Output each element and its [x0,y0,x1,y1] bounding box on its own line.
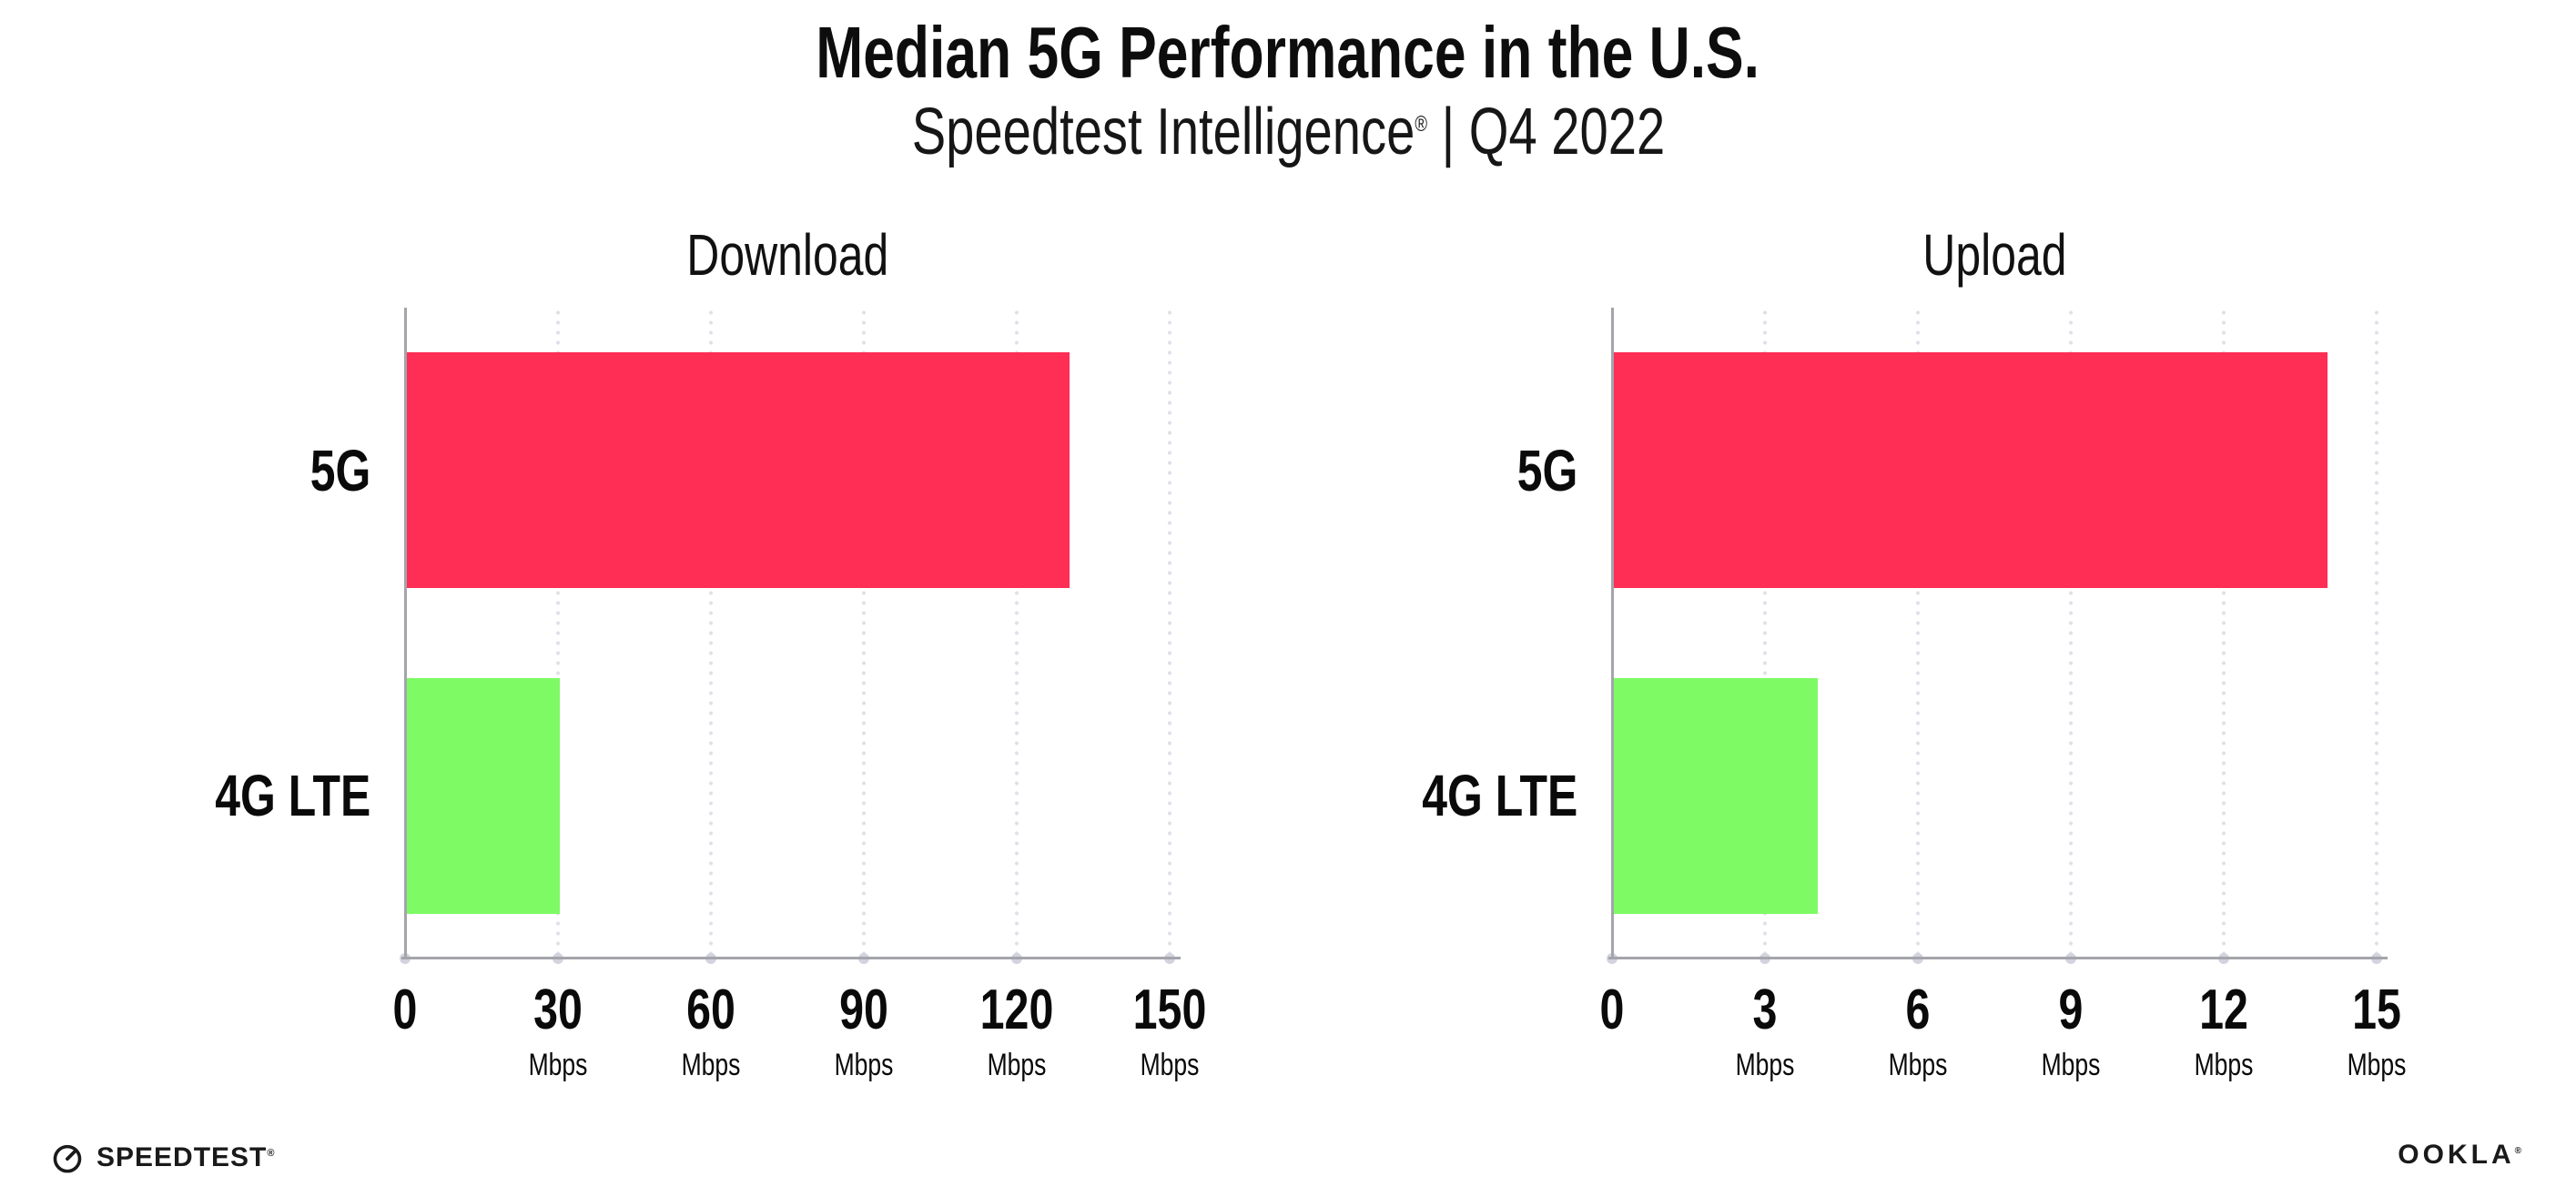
x-tick-value: 9 [2058,979,2084,1041]
x-tick-value: 150 [1132,979,1207,1041]
y-axis [1611,308,1614,959]
bar-4g-lte [407,677,560,914]
x-tick-value: 6 [1905,979,1931,1041]
upload-chart-title: Upload [1612,220,2377,290]
registered-mark: ® [1414,112,1427,137]
x-tick-label-3: 3 Mbps [1736,982,1795,1083]
ookla-registered-mark: ® [2514,1146,2525,1156]
x-tick-value: 120 [979,979,1054,1041]
x-tick-label-15: 15 Mbps [2348,982,2407,1083]
x-tick-value: 3 [1752,979,1778,1041]
y-axis [404,308,407,959]
x-tick-label-6: 6 Mbps [1889,982,1948,1083]
page-title-text: Median 5G Performance in the U.S. [816,12,1760,93]
x-tick-label-0: 0 [1600,982,1625,1039]
category-label-5g: 5G [1259,441,1577,500]
category-text: 5G [1516,437,1577,503]
gridline-6 [1915,308,1921,956]
bar-5g [1614,352,2328,589]
gridline-12 [2221,308,2226,956]
download-chart-title-text: Download [685,222,889,288]
gridline-9 [2068,308,2074,956]
subtitle-brand: Speedtest Intelligence [911,96,1415,168]
x-tick-label-12: 12 Mbps [2195,982,2254,1083]
x-tick-label-120: 120 Mbps [980,982,1054,1083]
x-tick-unit: Mbps [987,1048,1047,1082]
x-tick-unit: Mbps [1735,1048,1795,1082]
gridline-3 [1762,308,1768,956]
x-axis [401,957,1181,959]
x-tick-value: 12 [2199,979,2248,1041]
bar-4g-lte [1614,677,1818,914]
gridline-15 [2374,308,2379,956]
x-tick-unit: Mbps [528,1048,588,1082]
x-tick-unit: Mbps [2347,1048,2407,1082]
category-text: 4G LTE [1421,763,1577,829]
gridline-150 [1167,308,1172,956]
x-tick-unit: Mbps [834,1048,894,1082]
speedtest-label: SPEEDTEST [96,1142,268,1172]
x-tick-unit: Mbps [1888,1048,1948,1082]
x-tick-value: 0 [1599,979,1625,1041]
page-title: Median 5G Performance in the U.S. [0,13,2576,93]
download-plot-area: 0 30 Mbps 60 Mbps 90 Mbps 120 Mbps 150 Mbps [393,308,1206,1082]
x-tick-value: 30 [533,979,583,1041]
speedtest-registered-mark: ® [267,1148,276,1159]
download-chart-title: Download [405,220,1170,290]
x-tick-label-30: 30 Mbps [529,982,588,1083]
x-tick-unit: Mbps [681,1048,741,1082]
speedtest-gauge-icon [53,1144,82,1173]
gridline-120 [1014,308,1019,956]
category-text: 5G [309,437,370,503]
x-tick-label-150: 150 Mbps [1133,982,1207,1083]
x-tick-value: 15 [2352,979,2401,1041]
category-text: 4G LTE [214,763,370,829]
x-tick-value: 90 [839,979,888,1041]
upload-plot-area: 0 3 Mbps 6 Mbps 9 Mbps 12 Mbps 15 Mbps [1600,308,2406,1082]
gridline-30 [555,308,561,956]
page-subtitle: Speedtest Intelligence® | Q4 2022 [0,95,2576,170]
x-tick-unit: Mbps [1140,1048,1200,1082]
x-tick-label-9: 9 Mbps [2042,982,2101,1083]
x-axis [1608,957,2388,959]
speedtest-wordmark: SPEEDTEST® [96,1142,275,1173]
ookla-logo: OOKLA® [2398,1140,2525,1171]
upload-chart-title-text: Upload [1922,222,2067,288]
x-tick-label-0: 0 [393,982,418,1039]
x-tick-unit: Mbps [2194,1048,2254,1082]
speedtest-logo: SPEEDTEST® [51,1136,275,1180]
category-label-4g-lte: 4G LTE [52,766,370,825]
x-tick-unit: Mbps [2041,1048,2101,1082]
gridline-60 [708,308,714,956]
x-tick-value: 0 [392,979,418,1041]
gridline-90 [861,308,867,956]
ookla-label: OOKLA [2398,1140,2515,1170]
x-tick-label-90: 90 Mbps [835,982,894,1083]
x-tick-value: 60 [686,979,735,1041]
category-label-4g-lte: 4G LTE [1259,766,1577,825]
bar-5g [407,352,1070,589]
x-tick-label-60: 60 Mbps [682,982,741,1083]
category-label-5g: 5G [52,441,370,500]
subtitle-period: | Q4 2022 [1426,96,1665,168]
